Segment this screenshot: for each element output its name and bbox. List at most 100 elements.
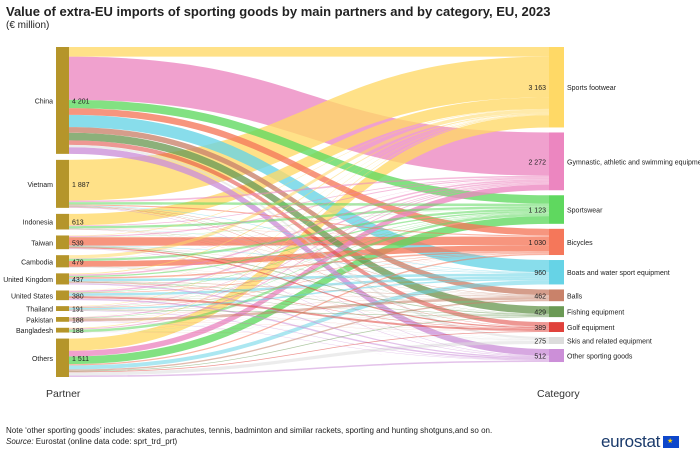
flow-pakistan-to-fishing-equipment [69, 316, 549, 322]
flow-thailand-to-golf-equipment [69, 310, 549, 332]
target-node-balls [549, 289, 564, 302]
target-node-other-sporting-goods [549, 349, 564, 363]
flow-thailand-to-balls [69, 296, 549, 310]
flow-vietnam-to-fishing-equipment [69, 206, 549, 315]
source-value-united-states: 380 [72, 293, 84, 300]
target-value-bicycles: 1 030 [528, 240, 546, 247]
flow-vietnam-to-boats-and-water-sport-equipment [69, 205, 549, 273]
flow-united-kingdom-to-skis-and-related-equipment [69, 282, 549, 341]
source-value-others: 1 511 [72, 356, 89, 363]
target-label-other-sporting-goods: Other sporting goods [567, 354, 633, 361]
flow-indonesia-to-sports-footwear [69, 97, 549, 226]
flow-indonesia-to-gymnastic-athletic-and-swimming-equipment [69, 177, 549, 227]
source-node-thailand [56, 306, 69, 311]
flow-united-kingdom-to-golf-equipment [69, 282, 549, 329]
source-node-taiwan [56, 235, 69, 250]
source-value-pakistan: 188 [72, 317, 84, 324]
source-label-others: Others [32, 356, 54, 363]
source-label-united-states: United States [11, 293, 54, 300]
source-label-pakistan: Pakistan [26, 317, 53, 324]
flow-united-kingdom-to-sportswear [69, 211, 549, 278]
flow-cambodia-to-bicycles [69, 245, 549, 267]
flow-taiwan-to-golf-equipment [69, 247, 549, 329]
flow-united-kingdom-to-bicycles [69, 250, 549, 279]
source-node-pakistan [56, 316, 69, 322]
source-value-cambodia: 479 [72, 259, 84, 266]
source-text: Eurostat (online data code: sprt_trd_prt… [33, 437, 178, 446]
target-value-sportswear: 1 123 [528, 208, 546, 215]
flow-thailand-to-fishing-equipment [69, 309, 549, 317]
source-value-united-kingdom: 437 [72, 277, 84, 284]
flow-vietnam-to-golf-equipment [69, 206, 549, 327]
target-label-sportswear: Sportswear [567, 208, 603, 215]
flow-cambodia-to-gymnastic-athletic-and-swimming-equipment [69, 179, 549, 259]
flow-united-states-to-sports-footwear [69, 113, 549, 291]
target-value-sports-footwear: 3 163 [528, 85, 546, 92]
flow-pakistan-to-golf-equipment [69, 321, 549, 332]
flow-pakistan-to-gymnastic-athletic-and-swimming-equipment [69, 182, 549, 318]
flow-united-states-to-sportswear [69, 212, 549, 293]
left-axis-label: Partner [46, 388, 81, 400]
flow-cambodia-to-skis-and-related-equipment [69, 267, 549, 340]
flow-china-to-fishing-equipment [69, 132, 549, 314]
target-value-balls: 462 [534, 293, 546, 300]
target-label-golf-equipment: Golf equipment [567, 325, 615, 332]
flow-thailand-to-bicycles [69, 252, 549, 308]
logo-wordmark: eurostat [601, 432, 661, 451]
flow-bangladesh-to-balls [69, 299, 549, 333]
right-axis-label: Category [537, 388, 580, 400]
flow-cambodia-to-sports-footwear [69, 109, 549, 259]
flow-bangladesh-to-other-sporting-goods [69, 332, 549, 361]
target-label-skis-and-related-equipment: Skis and related equipment [567, 339, 652, 346]
flow-taiwan-to-gymnastic-athletic-and-swimming-equipment [69, 177, 549, 237]
flow-united-states-to-other-sporting-goods [69, 298, 549, 360]
target-label-balls: Balls [567, 293, 583, 300]
flow-cambodia-to-sportswear [69, 208, 549, 262]
source-node-bangladesh [56, 327, 69, 333]
source-label-cambodia: Cambodia [21, 259, 53, 266]
flow-taiwan-to-balls [69, 246, 549, 297]
source-label-united-kingdom: United Kingdom [3, 277, 53, 284]
flow-bangladesh-to-bicycles [69, 253, 549, 333]
eu-flag-icon [663, 436, 680, 448]
flow-cambodia-to-balls [69, 267, 549, 297]
source-value-thailand: 191 [72, 307, 84, 314]
flow-indonesia-to-bicycles [69, 228, 549, 237]
flow-indonesia-to-sportswear [69, 206, 549, 229]
source-node-united-states [56, 290, 69, 301]
flow-bangladesh-to-fishing-equipment [69, 316, 549, 333]
eurostat-logo[interactable]: eurostat [601, 432, 680, 451]
flow-united-states-to-bicycles [69, 252, 549, 294]
target-node-fishing-equipment [549, 306, 564, 318]
flow-china-to-sportswear [69, 99, 549, 204]
flow-indonesia-to-golf-equipment [69, 229, 549, 328]
flow-cambodia-to-fishing-equipment [69, 267, 549, 316]
flow-vietnam-to-other-sporting-goods [69, 207, 549, 357]
flow-others-to-fishing-equipment [69, 316, 549, 372]
target-node-gymnastic-athletic-and-swimming-equipment [549, 132, 564, 191]
flow-thailand-to-gymnastic-athletic-and-swimming-equipment [69, 182, 549, 308]
target-value-golf-equipment: 389 [534, 325, 546, 332]
target-value-boats-and-water-sport-equipment: 960 [534, 270, 546, 277]
flow-china-to-other-sporting-goods [69, 147, 549, 356]
flow-pakistan-to-other-sporting-goods [69, 321, 549, 361]
target-node-sports-footwear [549, 47, 564, 128]
flow-united-kingdom-to-sports-footwear [69, 112, 549, 275]
source-node-china [56, 47, 69, 154]
flow-bangladesh-to-boats-and-water-sport-equipment [69, 280, 549, 333]
target-value-skis-and-related-equipment: 275 [534, 339, 546, 346]
flow-united-kingdom-to-gymnastic-athletic-and-swimming-equipment [69, 179, 549, 276]
flow-indonesia-to-skis-and-related-equipment [69, 229, 549, 340]
flow-vietnam-to-bicycles [69, 204, 549, 237]
flow-others-to-boats-and-water-sport-equipment [69, 280, 549, 370]
flow-cambodia-to-other-sporting-goods [69, 267, 549, 357]
source-value-indonesia: 613 [72, 220, 84, 227]
source-label-indonesia: Indonesia [23, 220, 53, 227]
source-label-china: China [35, 98, 53, 105]
source-value-china: 4 201 [72, 98, 90, 105]
footnote: Note ‘other sporting goods’ includes: sk… [6, 426, 493, 435]
flow-indonesia-to-fishing-equipment [69, 229, 549, 315]
flow-cambodia-to-golf-equipment [69, 267, 549, 329]
flow-china-to-sports-footwear [69, 47, 549, 57]
